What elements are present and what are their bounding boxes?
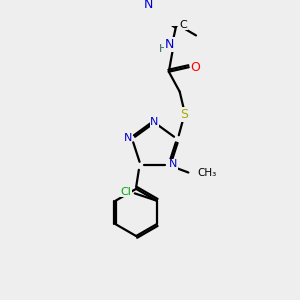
Text: CH₃: CH₃ — [197, 167, 217, 178]
Text: N: N — [123, 133, 132, 143]
Text: S: S — [180, 108, 188, 121]
Text: H: H — [159, 44, 168, 54]
Text: N: N — [144, 0, 154, 11]
Text: Cl: Cl — [120, 187, 131, 196]
Text: C: C — [179, 20, 187, 29]
Text: N: N — [150, 117, 159, 127]
Text: O: O — [190, 61, 200, 74]
Text: N: N — [165, 38, 174, 51]
Text: N: N — [169, 159, 177, 169]
